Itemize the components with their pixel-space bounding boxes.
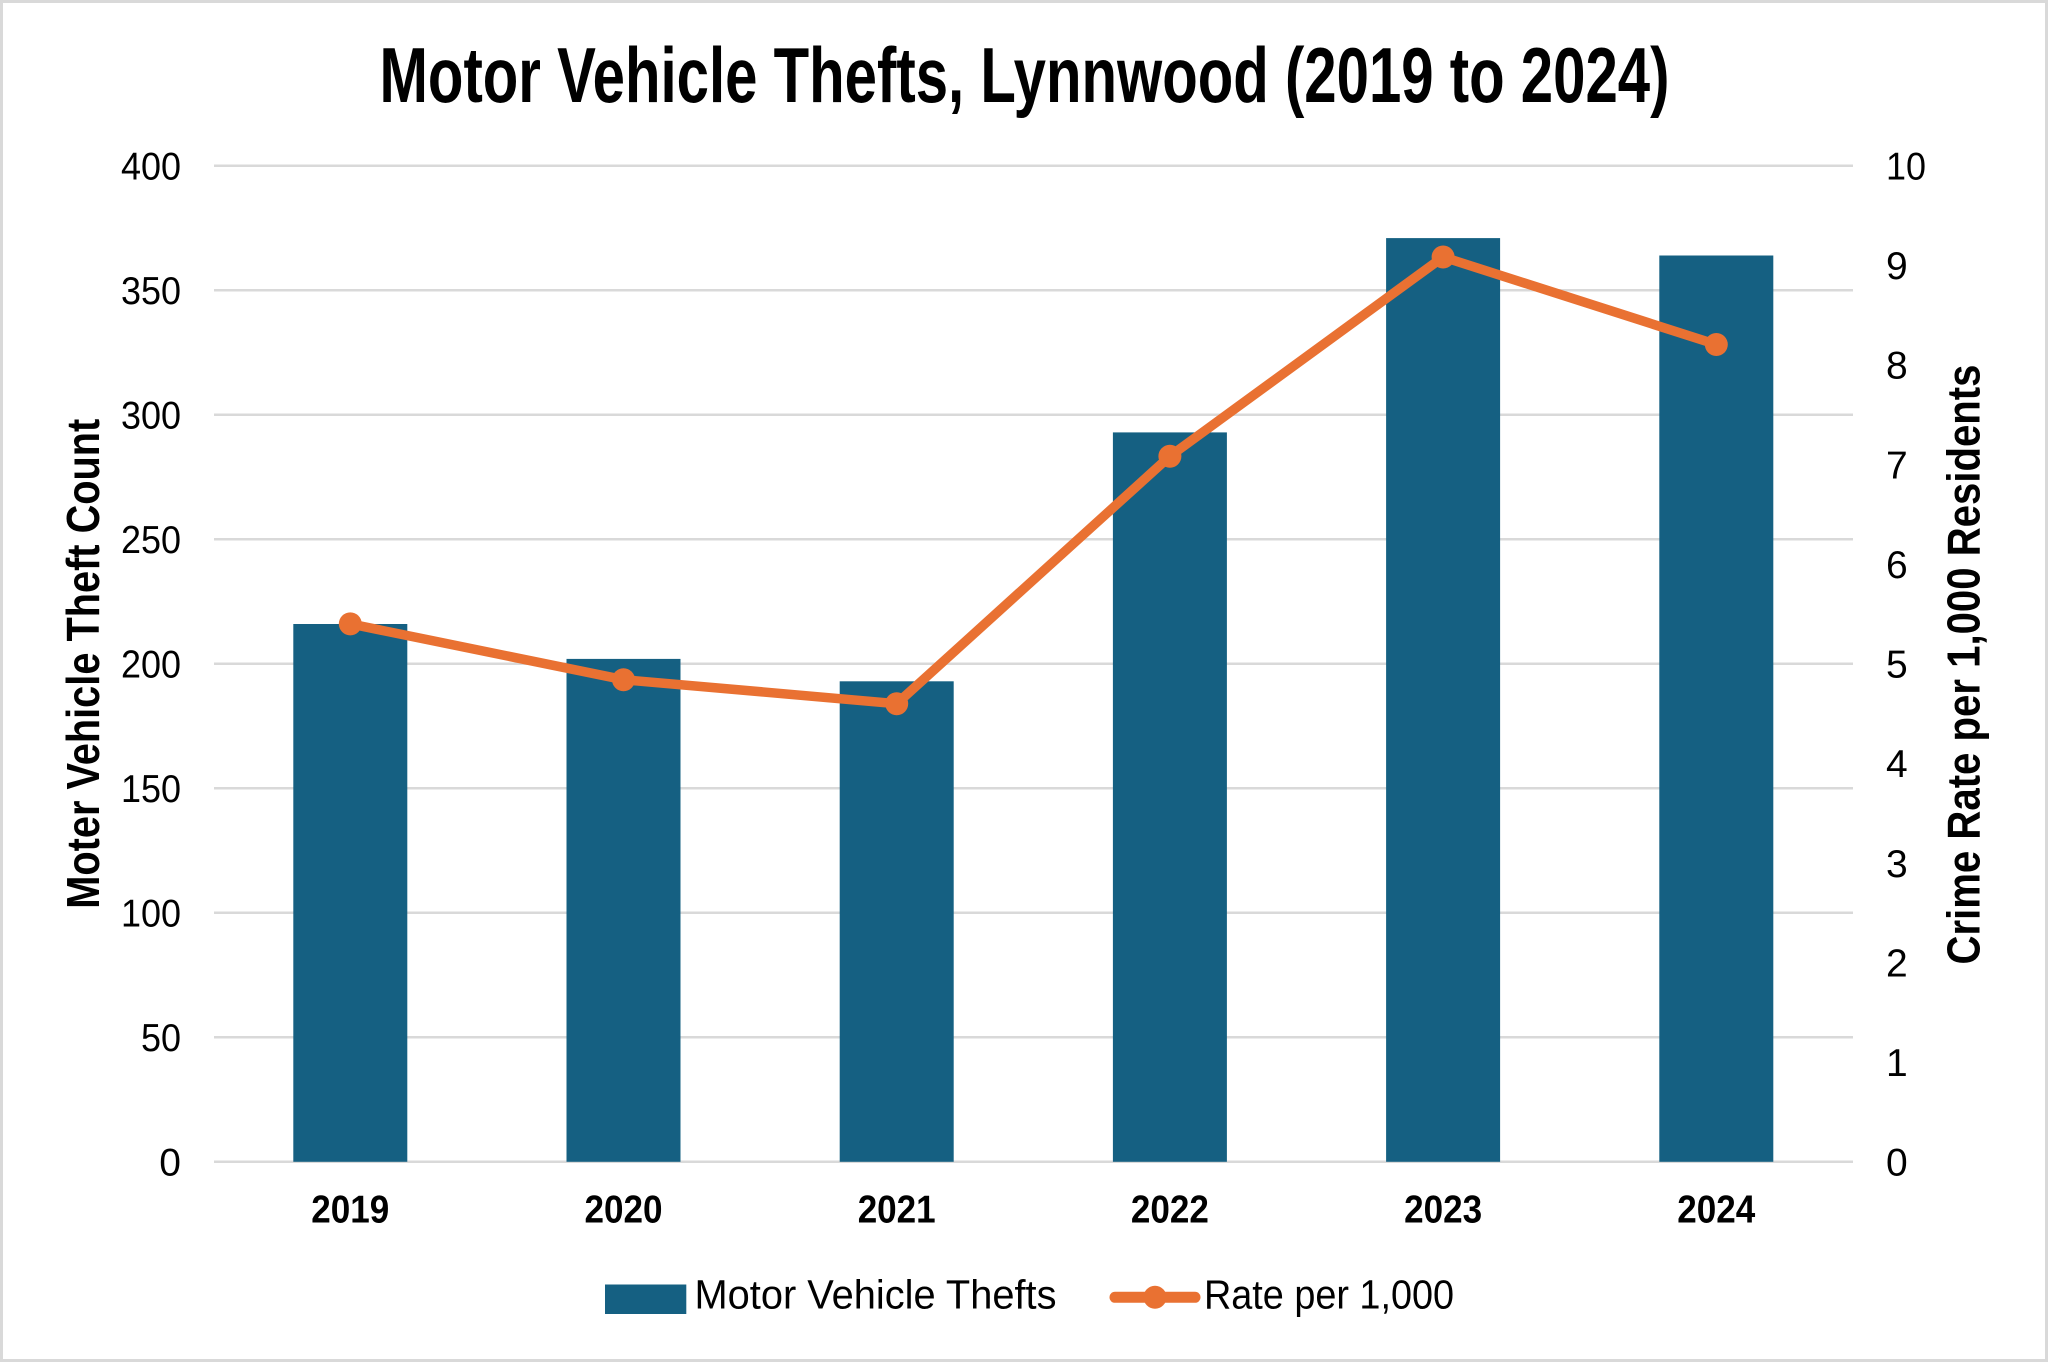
svg-text:2021: 2021 (858, 1189, 936, 1232)
svg-text:0: 0 (1886, 1142, 1908, 1185)
svg-text:4: 4 (1886, 743, 1908, 786)
svg-text:250: 250 (121, 519, 181, 562)
svg-text:2019: 2019 (311, 1189, 389, 1232)
svg-text:1: 1 (1886, 1042, 1908, 1085)
svg-text:150: 150 (121, 768, 181, 811)
svg-text:2023: 2023 (1404, 1189, 1482, 1232)
svg-text:7: 7 (1886, 444, 1908, 487)
svg-text:350: 350 (121, 270, 181, 313)
svg-text:Crime Rate per 1,000 Residents: Crime Rate per 1,000 Residents (1938, 365, 1990, 965)
svg-text:100: 100 (121, 893, 181, 936)
svg-text:0: 0 (159, 1142, 181, 1185)
svg-text:Rate per 1,000: Rate per 1,000 (1204, 1271, 1454, 1317)
svg-text:Motor Vehicle Thefts, Lynnwood: Motor Vehicle Thefts, Lynnwood (2019 to … (380, 31, 1670, 119)
svg-text:8: 8 (1886, 345, 1908, 388)
svg-text:300: 300 (121, 395, 181, 438)
svg-text:Moter Vehicle Theft Count: Moter Vehicle Theft Count (57, 419, 109, 909)
svg-text:6: 6 (1886, 544, 1908, 587)
svg-text:Motor Vehicle Thefts: Motor Vehicle Thefts (695, 1271, 1057, 1317)
svg-text:2022: 2022 (1131, 1189, 1209, 1232)
svg-text:5: 5 (1886, 644, 1908, 687)
svg-text:9: 9 (1886, 245, 1908, 288)
svg-text:2: 2 (1886, 942, 1908, 985)
svg-text:200: 200 (121, 644, 181, 687)
svg-text:2020: 2020 (585, 1189, 663, 1232)
svg-text:50: 50 (141, 1017, 181, 1060)
svg-text:10: 10 (1886, 146, 1926, 189)
svg-text:3: 3 (1886, 843, 1908, 886)
svg-text:2024: 2024 (1677, 1189, 1755, 1232)
svg-text:400: 400 (121, 146, 181, 189)
